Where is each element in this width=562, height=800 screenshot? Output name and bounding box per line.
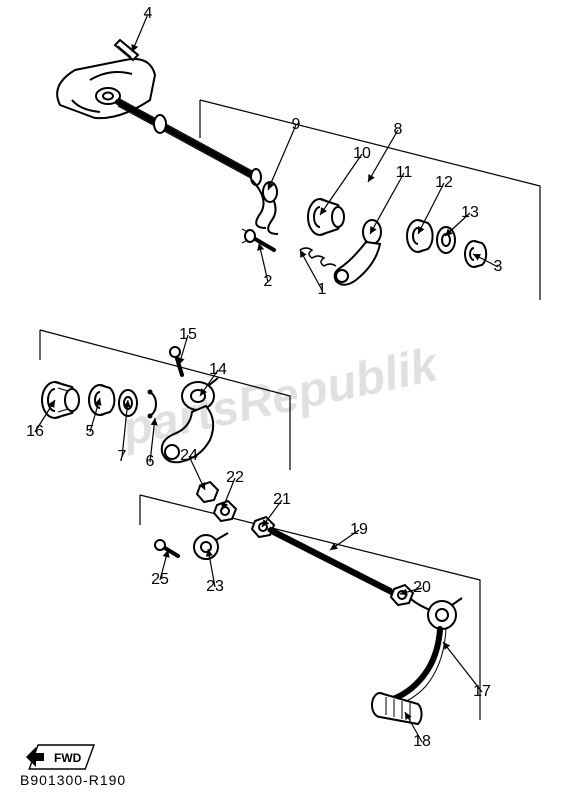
coil-spring-1	[300, 248, 336, 266]
pedal-rubber-18	[372, 693, 422, 724]
nut-20	[391, 585, 413, 605]
callout-5: 5	[86, 423, 95, 441]
callout-23: 23	[206, 578, 224, 596]
callout-15: 15	[179, 326, 197, 344]
callout-11: 11	[396, 164, 413, 182]
nut-24	[197, 482, 218, 502]
seal-5	[89, 385, 114, 415]
diagram-part-number: B901300-R190	[20, 772, 126, 788]
shift-shaft-assembly	[57, 59, 261, 185]
seal-3	[465, 241, 486, 267]
leader-lines	[35, 14, 498, 742]
callout-24: 24	[180, 447, 198, 465]
circlip-6	[148, 391, 156, 418]
callout-8: 8	[394, 121, 403, 139]
callout-20: 20	[413, 579, 431, 597]
bracket-pedal	[140, 495, 480, 720]
callout-2: 2	[264, 273, 273, 291]
callout-7: 7	[118, 448, 127, 466]
callout-6: 6	[146, 453, 155, 471]
collar-10	[308, 199, 344, 235]
washer-13	[437, 227, 455, 253]
shift-shaft-diagram: FWD partsRepublik B901300-R190 123456789…	[0, 0, 562, 800]
callout-25: 25	[151, 571, 169, 589]
pin-4	[115, 40, 138, 60]
callout-16: 16	[26, 423, 44, 441]
shift-rod-19	[270, 527, 392, 595]
callout-22: 22	[226, 469, 244, 487]
fwd-arrow: FWD	[26, 745, 94, 769]
callout-3: 3	[494, 258, 503, 276]
callout-19: 19	[350, 521, 368, 539]
rod-end-23	[194, 533, 228, 559]
fwd-label: FWD	[54, 751, 82, 765]
diagram-svg: FWD	[0, 0, 562, 800]
callout-14: 14	[209, 361, 227, 379]
shift-arm-14	[162, 378, 218, 502]
shift-pedal-17	[372, 598, 462, 724]
torsion-spring-9	[252, 180, 278, 234]
callout-18: 18	[413, 733, 431, 751]
callout-13: 13	[461, 204, 479, 222]
callout-1: 1	[318, 281, 327, 299]
callout-4: 4	[144, 5, 153, 23]
callout-21: 21	[273, 491, 291, 509]
callout-17: 17	[473, 683, 491, 701]
callout-10: 10	[353, 145, 371, 163]
callout-12: 12	[435, 174, 453, 192]
washer-12	[407, 220, 433, 252]
callout-9: 9	[292, 116, 301, 134]
